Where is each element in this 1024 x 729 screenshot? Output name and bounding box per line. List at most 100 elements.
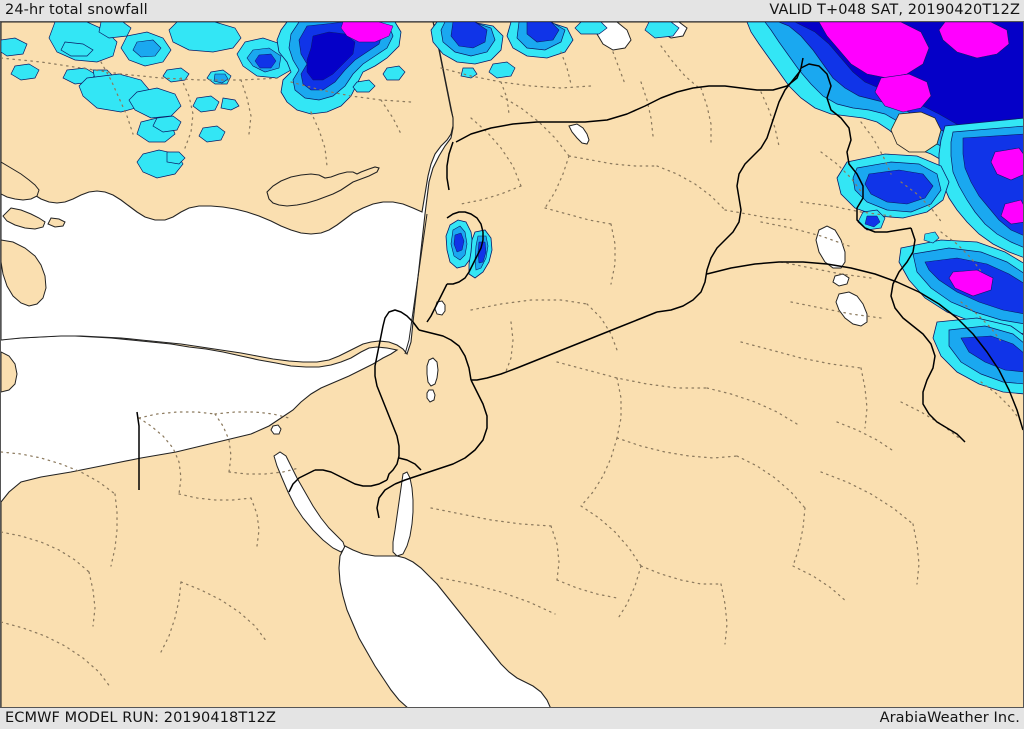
admin-line bbox=[736, 455, 806, 509]
admin-line bbox=[860, 367, 868, 429]
snow-band-1-cyan bbox=[382, 65, 406, 81]
border-syria-iraq bbox=[656, 69, 802, 313]
snow-band-1-cyan bbox=[10, 63, 40, 81]
border-aqaba-south bbox=[398, 457, 422, 471]
snow-band-1-cyan bbox=[220, 97, 240, 111]
snowfall-map bbox=[1, 22, 1023, 707]
admin-line bbox=[836, 421, 896, 453]
admin-line bbox=[640, 565, 722, 585]
admin-line bbox=[100, 61, 134, 135]
snow-band-1-cyan bbox=[923, 231, 940, 244]
border-saudi-iraq-east bbox=[706, 261, 1023, 431]
admin-line bbox=[940, 231, 984, 275]
snow-region-central-turkey bbox=[276, 22, 406, 115]
admin-line bbox=[544, 207, 612, 225]
admin-line bbox=[178, 493, 252, 501]
admin-line bbox=[740, 341, 862, 369]
admin-line bbox=[580, 437, 618, 507]
snow-band-3-blue bbox=[477, 241, 487, 264]
border-coast-levant bbox=[426, 283, 448, 323]
snow-band-1-cyan bbox=[98, 22, 132, 39]
water-lake-tiberias bbox=[434, 300, 446, 316]
water-dead-sea-south bbox=[426, 389, 436, 403]
water-nile-lake bbox=[270, 424, 282, 435]
snow-band-3-blue bbox=[450, 22, 488, 49]
admin-line bbox=[610, 223, 616, 285]
border-iraq-iran bbox=[800, 63, 912, 233]
admin-line bbox=[380, 99, 402, 135]
admin-line bbox=[660, 45, 700, 89]
admin-line bbox=[820, 151, 864, 195]
snow-band-3-blue bbox=[254, 53, 277, 69]
water-lake-assad bbox=[568, 123, 590, 145]
admin-line bbox=[470, 117, 522, 187]
snow-band-5-magenta bbox=[990, 147, 1023, 181]
water-iraq-lake-b bbox=[832, 273, 850, 287]
land-notch-urmia bbox=[890, 111, 942, 153]
land-aegean-island-b bbox=[47, 217, 66, 228]
water-gulf-of-suez bbox=[273, 451, 346, 553]
snow-band-3-blue bbox=[864, 169, 934, 205]
snow-band-3-blue bbox=[960, 335, 1023, 373]
admin-line bbox=[912, 523, 920, 585]
admin-line bbox=[440, 577, 556, 615]
snow-band-3-blue bbox=[526, 22, 560, 43]
land-aegean-island-a bbox=[2, 207, 46, 230]
snow-band-4-darkblue bbox=[306, 31, 356, 81]
water-dead-sea bbox=[426, 357, 439, 387]
header-bar: 24-hr total snowfall VALID T+048 SAT, 20… bbox=[0, 0, 1024, 21]
snow-region-anti-lebanon bbox=[468, 229, 493, 279]
border-iran-south bbox=[890, 227, 966, 443]
snow-band-5-magenta bbox=[1000, 199, 1023, 225]
snow-region-caucasus bbox=[746, 22, 1023, 232]
land-aegean-island-d bbox=[1, 351, 18, 393]
snow-band-1-cyan bbox=[352, 79, 376, 93]
snow-band-1-cyan bbox=[192, 95, 220, 113]
border-turkey-syria bbox=[455, 57, 804, 143]
admin-line bbox=[820, 471, 914, 525]
admin-line bbox=[612, 51, 626, 85]
snowfall-shading-layer bbox=[1, 22, 1023, 395]
admin-line bbox=[580, 505, 642, 567]
snow-band-3-blue bbox=[864, 215, 881, 228]
border-jordan-saudi-south bbox=[376, 483, 396, 519]
snow-region-turkey bbox=[1, 22, 294, 179]
admin-line bbox=[720, 583, 728, 645]
border-hatay bbox=[446, 141, 454, 191]
snow-band-5-magenta bbox=[340, 22, 394, 43]
admin-line bbox=[214, 413, 232, 473]
admin-line bbox=[470, 299, 588, 311]
admin-line bbox=[706, 387, 798, 425]
admin-line bbox=[724, 209, 792, 221]
land-aegean-coast bbox=[1, 161, 40, 201]
admin-line bbox=[180, 77, 194, 149]
map-canvas[interactable] bbox=[0, 21, 1024, 708]
admin-line bbox=[760, 91, 780, 147]
snow-band-1-cyan bbox=[166, 151, 186, 165]
admin-line bbox=[616, 377, 622, 439]
border-egypt-south bbox=[288, 469, 316, 493]
coastline-levant bbox=[404, 213, 428, 355]
border-jordan-west bbox=[418, 329, 472, 381]
product-title: 24-hr total snowfall bbox=[5, 2, 148, 19]
snow-band-1-cyan bbox=[460, 67, 478, 79]
admin-line bbox=[1, 451, 116, 495]
admin-line bbox=[556, 361, 708, 389]
admin-line bbox=[792, 565, 848, 603]
water-iraq-lake-a bbox=[815, 225, 846, 269]
snow-band-1-cyan bbox=[644, 22, 680, 39]
model-run-label: ECMWF MODEL RUN: 20190418T12Z bbox=[5, 710, 276, 727]
snow-band-1-cyan bbox=[574, 22, 608, 35]
admin-line bbox=[1, 57, 282, 81]
admin-line bbox=[560, 51, 572, 85]
coastline-detail-layer bbox=[404, 213, 428, 355]
admin-line bbox=[460, 185, 522, 205]
border-jordan-iraq-saudi bbox=[471, 311, 658, 381]
admin-line bbox=[250, 497, 260, 547]
snow-band-5-magenta bbox=[948, 269, 994, 297]
border-egypt-west bbox=[136, 411, 140, 490]
admin-line bbox=[138, 411, 216, 419]
border-jordan-south bbox=[394, 379, 488, 485]
snow-band-1-cyan bbox=[168, 22, 242, 53]
